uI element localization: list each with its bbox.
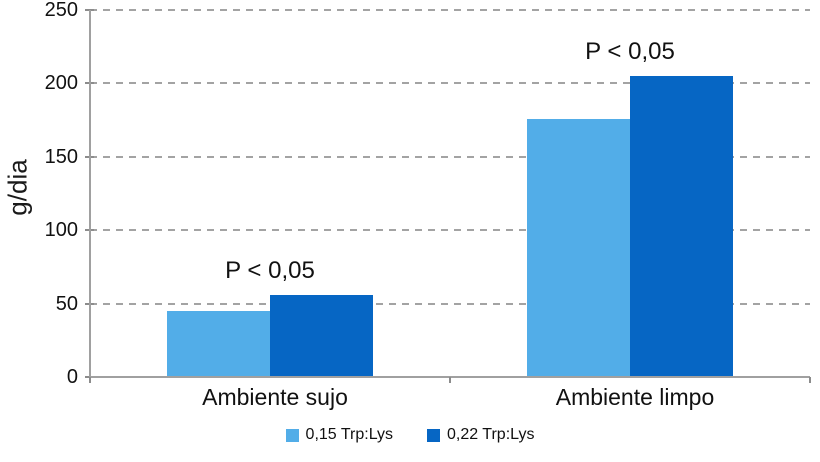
y-tick-label-200: 200 xyxy=(44,72,78,95)
bar-015-cat0 xyxy=(167,310,270,377)
x-tick-mark-0 xyxy=(89,377,91,383)
legend-label-1: 0,22 Trp:Lys xyxy=(447,426,535,443)
category-label-0: Ambiente sujo xyxy=(202,384,348,410)
significance-label-0: P < 0,05 xyxy=(225,256,315,284)
legend-swatch-0 xyxy=(285,428,299,442)
y-tick-label-150: 150 xyxy=(44,145,78,168)
legend-item-0: 0,15 Trp:Lys xyxy=(285,426,393,444)
significance-label-1: P < 0,05 xyxy=(585,38,675,66)
legend-label-0: 0,15 Trp:Lys xyxy=(305,426,393,443)
y-axis-line xyxy=(89,10,91,377)
category-label-1: Ambiente limpo xyxy=(555,384,715,410)
gridline-50 xyxy=(90,302,810,305)
bar-022-cat1 xyxy=(630,76,733,377)
y-axis-title: g/dia xyxy=(2,159,33,216)
y-tick-label-250: 250 xyxy=(44,0,78,21)
y-tick-label-50: 50 xyxy=(55,292,78,315)
gridline-250 xyxy=(90,9,810,11)
legend-swatch-1 xyxy=(427,428,440,442)
y-tick-label-0: 0 xyxy=(66,366,78,388)
gridline-200 xyxy=(90,82,810,85)
x-tick-mark-1 xyxy=(449,377,451,383)
bar-015-cat1 xyxy=(527,118,630,377)
gridline-100 xyxy=(90,229,810,232)
y-tick-label-100: 100 xyxy=(44,219,78,242)
bar-022-cat0 xyxy=(270,294,373,377)
legend: 0,15 Trp:Lys 0,22 Trp:Lys xyxy=(0,426,820,444)
gridline-150 xyxy=(90,155,810,158)
legend-item-1: 0,22 Trp:Lys xyxy=(427,426,534,444)
x-tick-mark-2 xyxy=(809,377,811,383)
